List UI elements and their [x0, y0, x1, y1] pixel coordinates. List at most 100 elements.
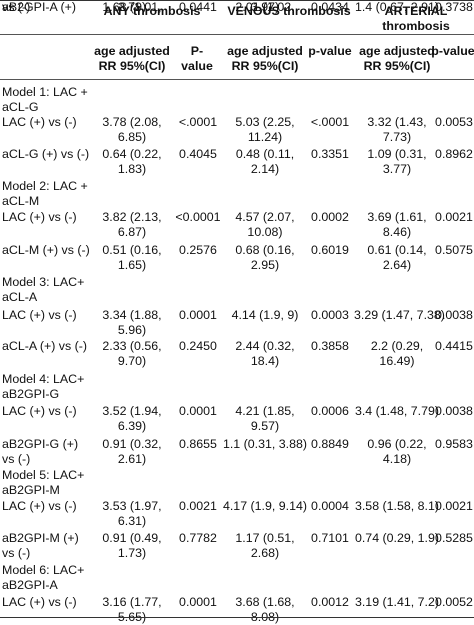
cell-ven-rr: 9.57): [250, 419, 280, 434]
cell-art-rr: 0.96 (0.22,: [367, 437, 427, 451]
subheader-venous-rr-line1: age adjusted: [227, 44, 303, 58]
cell-ven-rr: 3.68 (1.68,: [235, 595, 295, 609]
cell-ven-rr: 1.17 (0.51,: [235, 531, 295, 545]
subheader-any-rr-line2: RR 95%(CI): [98, 59, 166, 73]
model-label: aCL-A: [2, 290, 38, 305]
cell-any-rr: 3.78 (2.08,: [102, 115, 162, 129]
cell-any-p: <.0001: [178, 115, 218, 129]
cell-ven-rr: 0.48 (0.11,: [235, 147, 295, 161]
row-label: LAC (+) vs (-): [2, 499, 77, 513]
cell-ven-rr: 2.14): [250, 162, 280, 177]
row-label: vs (-): [2, 546, 31, 561]
row-label: vs (-): [2, 452, 31, 467]
cell-art-p: 0.4415: [435, 339, 473, 353]
cell-ven-rr: 2.44 (0.32,: [235, 339, 295, 353]
cell-any-p: 0.0001: [179, 404, 217, 418]
cell-art-rr: 3.29 (1.47, 7.38): [354, 308, 445, 322]
cell-art-rr: 3.69 (1.61,: [367, 210, 427, 224]
subheader-arterial-rr-line2: RR 95%(CI): [363, 59, 431, 73]
model-label: Model 4: LAC+: [2, 372, 85, 386]
row-label: LAC (+) vs (-): [2, 115, 77, 129]
subheader-arterial-rr-line1: age adjusted: [359, 44, 435, 58]
cell-art-rr: 0.74 (0.29, 1.9): [354, 531, 440, 545]
cell-any-rr: 2.33 (0.56,: [102, 339, 162, 353]
cell-any-rr: 2.79): [117, 0, 147, 14]
cell-any-rr: 9.70): [117, 354, 147, 369]
subheader-any-rr-line1: age adjusted: [94, 44, 170, 58]
cell-any-p: 0.4045: [179, 147, 217, 161]
cell-any-rr: 1.65): [117, 258, 147, 273]
cell-ven-p: <.0001: [310, 115, 350, 129]
cell-art-p: 0.0038: [435, 404, 473, 418]
subheader-any-p-line2: value: [181, 59, 213, 73]
model-label: Model 3: LAC+: [2, 275, 85, 289]
cell-any-rr: 3.82 (2.13,: [102, 210, 162, 224]
cell-any-rr: 6.85): [117, 130, 147, 145]
header-venous-thrombosis: VENOUS thrombosis: [227, 4, 351, 18]
subheader-any-p-line1: P-: [190, 44, 204, 58]
model-label: Model 5: LAC+: [2, 468, 85, 482]
cell-any-p: 0.2450: [179, 339, 217, 353]
model-label: Model 2: LAC +: [2, 179, 88, 193]
subheader-rule: [0, 79, 474, 80]
cell-art-rr: 8.46): [382, 225, 412, 240]
cell-any-rr: 1.83): [117, 162, 147, 177]
cell-art-rr: 2.2 (0.29,: [370, 339, 424, 353]
cell-art-rr: 3.32 (1.43,: [367, 115, 427, 129]
cell-any-p: 0.0001: [179, 308, 217, 322]
subheader-arterial-p: p-value: [431, 44, 474, 58]
cell-art-rr: 1.4 (0.67, 2.91): [354, 0, 440, 14]
cell-any-rr: 6.31): [117, 514, 147, 529]
row-label: aCL-M (+) vs (-): [2, 243, 90, 257]
cell-any-p: 0.0021: [179, 499, 217, 513]
cell-art-p: 0.0021: [435, 499, 473, 513]
cell-ven-p: 0.3858: [311, 339, 349, 353]
cell-ven-rr: 4.17 (1.9, 9.14): [222, 499, 308, 513]
cell-ven-p: 0.7101: [311, 531, 349, 545]
cell-any-rr: 2.61): [117, 452, 147, 467]
table-top-rule: [0, 0, 474, 1]
cell-ven-rr: 1.1 (0.31, 3.88): [222, 437, 308, 451]
cell-any-p: 0.2576: [179, 243, 217, 257]
cell-art-rr: 4.18): [382, 452, 412, 467]
cell-ven-p: 0.0002: [311, 210, 349, 224]
cell-ven-p: 0.8849: [311, 437, 349, 451]
row-label: aB2GPI-G (+): [2, 437, 79, 451]
cell-art-rr: 16.49): [379, 354, 415, 369]
cell-ven-p: 0.0006: [311, 404, 349, 418]
cell-ven-rr: 3.97): [250, 0, 280, 14]
cell-ven-rr: 10.08): [247, 225, 283, 240]
cell-ven-p: 0.0003: [311, 308, 349, 322]
cell-art-p: 0.8962: [435, 147, 473, 161]
cell-ven-rr: 2.95): [250, 258, 280, 273]
cell-art-p: 0.9583: [435, 437, 473, 451]
group-header-rule: [0, 34, 474, 35]
row-label: aCL-A (+) vs (-): [2, 339, 88, 353]
cell-art-p: 0.3738: [435, 0, 473, 14]
cell-ven-rr: 2.68): [250, 546, 280, 561]
model-label: aCL-M: [2, 194, 40, 209]
row-label: vs (-): [2, 0, 31, 14]
cell-ven-p: 0.6019: [311, 243, 349, 257]
subheader-venous-p: p-value: [308, 44, 352, 58]
cell-ven-rr: 11.24): [247, 130, 283, 145]
cell-ven-rr: 2.01 (1.02,: [235, 0, 295, 14]
model-label: aB2GPI-G: [2, 387, 60, 402]
table-bottom-rule: [0, 617, 474, 618]
cell-any-rr: 6.39): [117, 419, 147, 434]
row-label: LAC (+) vs (-): [2, 308, 77, 322]
cell-any-rr: 1.68 (1.01,: [102, 0, 162, 14]
cell-ven-p: 0.0012: [311, 595, 349, 609]
cell-art-rr: 0.61 (0.14,: [367, 243, 427, 257]
cell-any-rr: 0.91 (0.32,: [102, 437, 162, 451]
cell-ven-rr: 5.03 (2.25,: [235, 115, 295, 129]
cell-ven-rr: 4.21 (1.85,: [235, 404, 295, 418]
cell-ven-rr: 4.14 (1.9, 9): [231, 308, 299, 322]
model-label: aCL-G: [2, 100, 39, 115]
cell-any-rr: 0.51 (0.16,: [102, 243, 162, 257]
cell-ven-rr: 0.68 (0.16,: [235, 243, 295, 257]
cell-any-rr: 3.53 (1.97,: [102, 499, 162, 513]
cell-art-rr: 3.58 (1.58, 8.1): [354, 499, 440, 513]
cell-ven-p: 0.3351: [311, 147, 349, 161]
cell-art-rr: 3.19 (1.41, 7.2): [354, 595, 440, 609]
